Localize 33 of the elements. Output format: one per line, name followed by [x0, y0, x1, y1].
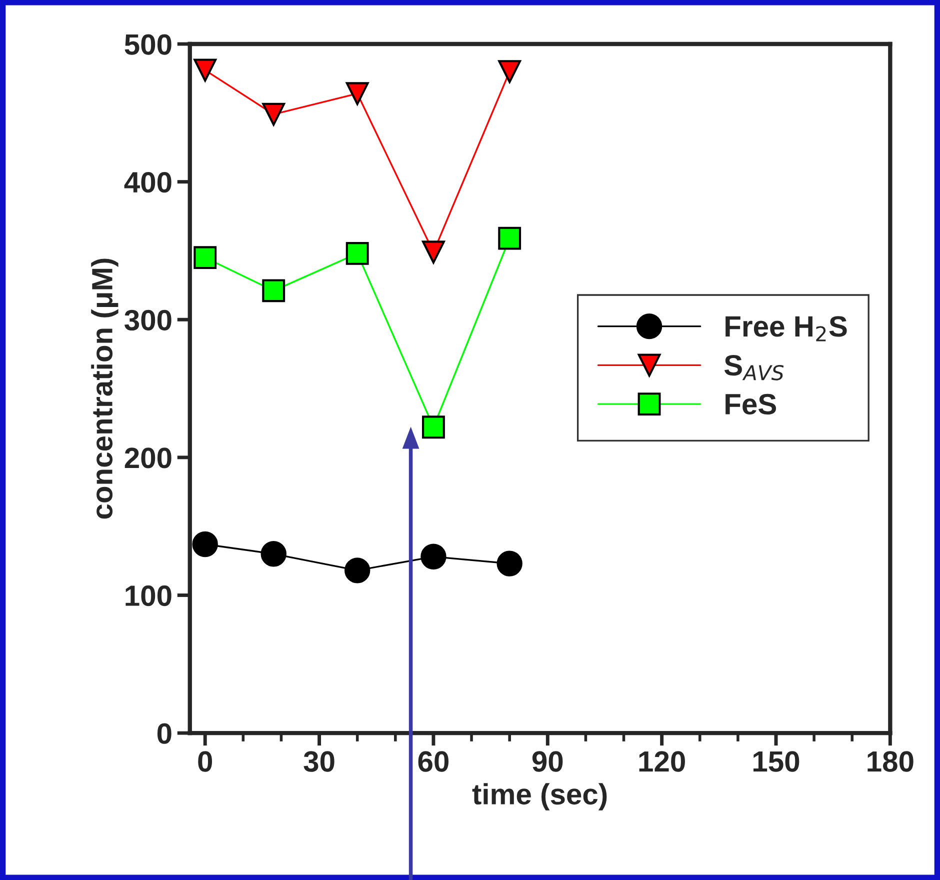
y-tick-label: 200: [124, 448, 172, 468]
x-axis-title: time (sec): [472, 783, 607, 810]
point: [262, 279, 286, 302]
legend-label: S$_{AVS}$: [724, 354, 784, 380]
x-tick-label: 150: [754, 751, 800, 772]
x-tick-label: 120: [639, 751, 685, 772]
legend-label: Free H$_{2}$S: [726, 316, 847, 342]
y-tick-label: 500: [124, 34, 172, 55]
x-tick-label: 90: [532, 751, 563, 772]
x-tick-label: 60: [418, 751, 448, 772]
point: [498, 60, 522, 84]
point: [420, 544, 446, 570]
point: [192, 531, 218, 558]
point: [346, 242, 369, 265]
point: [262, 102, 286, 126]
point: [422, 240, 445, 264]
point: [422, 416, 445, 439]
x-tick-label: 180: [868, 751, 914, 772]
y-tick-label: 300: [124, 310, 172, 331]
y-axis-title: concentration (μM): [91, 258, 118, 519]
x-tick-label: 30: [304, 751, 334, 772]
point: [344, 558, 370, 584]
y-tick-label: 0: [157, 723, 172, 744]
point: [346, 82, 369, 106]
point: [260, 541, 286, 567]
point: [496, 550, 522, 576]
point: [194, 58, 217, 82]
x-tick-label: 0: [198, 751, 212, 772]
legend-label: FeS: [726, 394, 776, 415]
point: [498, 226, 522, 250]
point: [194, 246, 217, 270]
y-tick-label: 400: [124, 172, 172, 193]
y-tick-label: 100: [126, 585, 172, 606]
